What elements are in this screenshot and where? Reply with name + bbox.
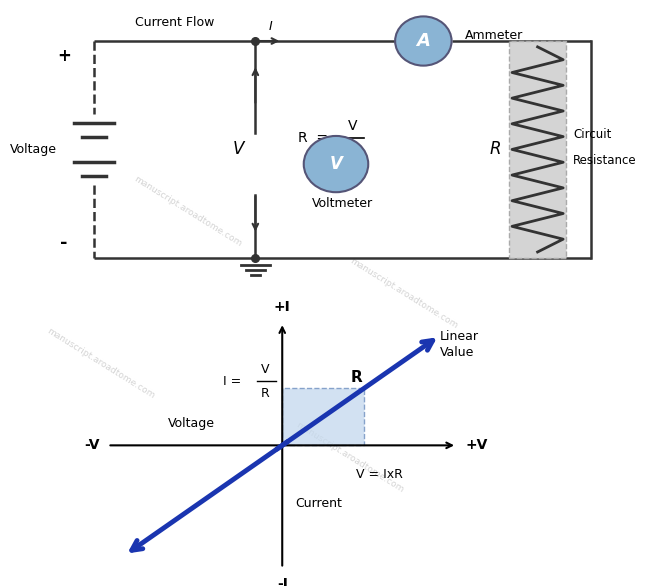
Text: V = IxR: V = IxR <box>355 468 403 481</box>
Text: V: V <box>233 141 244 158</box>
Text: manuscript.aroadtome.com: manuscript.aroadtome.com <box>132 174 244 248</box>
Text: +: + <box>57 47 71 64</box>
Text: Voltage: Voltage <box>10 143 57 156</box>
Circle shape <box>395 16 452 66</box>
Text: R: R <box>261 387 270 400</box>
Text: I =: I = <box>223 375 245 388</box>
Text: V: V <box>348 119 358 133</box>
Text: Voltage: Voltage <box>168 417 215 430</box>
Text: V: V <box>329 155 343 173</box>
FancyBboxPatch shape <box>509 41 566 258</box>
Text: Voltmeter: Voltmeter <box>312 197 373 210</box>
Text: R: R <box>489 141 501 158</box>
Text: manuscript.aroadtome.com: manuscript.aroadtome.com <box>45 326 157 400</box>
Text: Current Flow: Current Flow <box>135 16 214 29</box>
Text: +V: +V <box>465 438 487 452</box>
Text: Resistance: Resistance <box>573 154 637 167</box>
Text: +I: +I <box>274 299 290 314</box>
Text: manuscript.aroadtome.com: manuscript.aroadtome.com <box>347 256 459 330</box>
Text: Current: Current <box>296 497 343 510</box>
Text: -I: -I <box>277 577 288 586</box>
Text: A: A <box>417 32 430 50</box>
Text: Ammeter: Ammeter <box>465 29 523 42</box>
Text: Linear
Value: Linear Value <box>439 330 478 359</box>
Text: V: V <box>261 363 269 376</box>
Text: I: I <box>269 21 273 33</box>
Text: R: R <box>350 370 362 385</box>
Text: Circuit: Circuit <box>573 128 612 141</box>
Text: manuscript.aroadtome.com: manuscript.aroadtome.com <box>294 420 405 494</box>
Text: -: - <box>60 234 68 252</box>
Text: -V: -V <box>84 438 99 452</box>
Circle shape <box>304 136 368 192</box>
Text: R  =: R = <box>298 131 333 145</box>
Polygon shape <box>282 389 364 445</box>
Text: I: I <box>351 142 355 156</box>
